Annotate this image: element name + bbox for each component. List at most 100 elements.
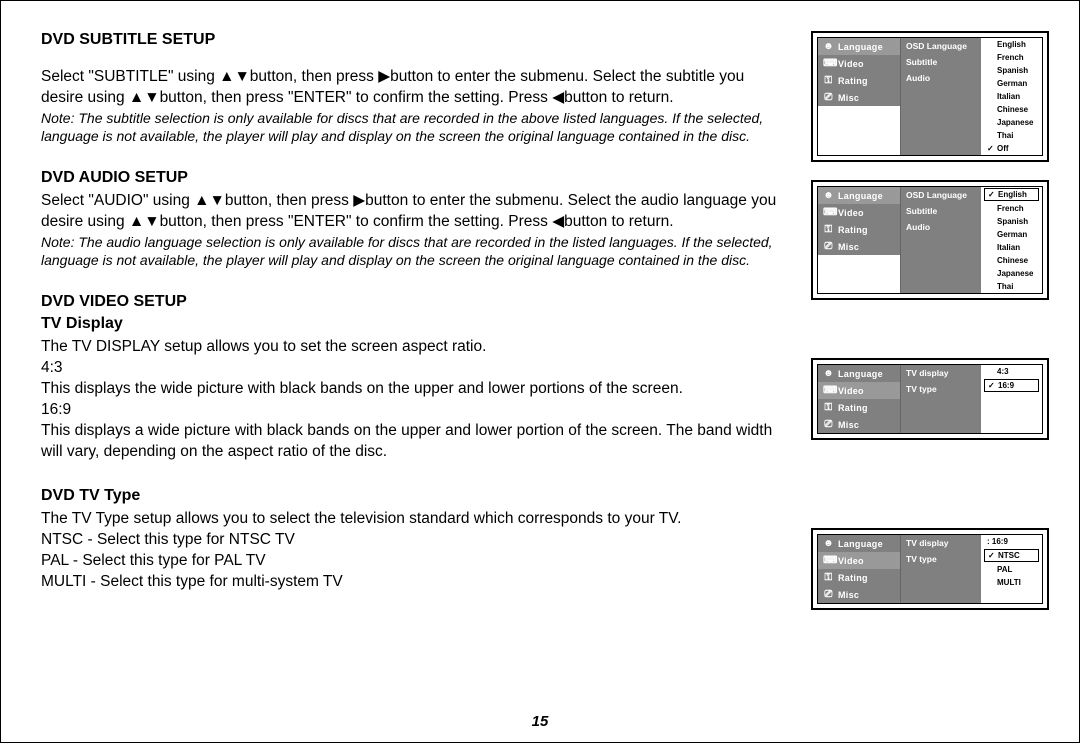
menu-icon: ☻ — [823, 190, 834, 201]
option-label: Italian — [997, 92, 1020, 101]
option-label: French — [997, 53, 1024, 62]
osd-left-item: ⌨Video — [818, 552, 900, 569]
menu-icon: ⎚ — [823, 241, 834, 252]
osd-right-item: English — [981, 38, 1042, 51]
osd-left-item: ⌨ Video — [818, 55, 900, 72]
page-number: 15 — [532, 713, 549, 730]
osd-pad — [818, 255, 900, 293]
heading: DVD SUBTITLE SETUP — [41, 31, 779, 49]
menu-icon: ⎚ — [823, 589, 834, 600]
osd-right-item: 4:3 — [981, 365, 1042, 378]
osd-left-item: ⚿ Rating — [818, 221, 900, 238]
osd-mid-item: TV type — [901, 551, 981, 567]
text-column: DVD SUBTITLE SETUP Select "SUBTITLE" usi… — [41, 31, 799, 722]
osd-pad — [818, 106, 900, 155]
check-icon: ✓ — [987, 144, 995, 153]
heading: DVD AUDIO SETUP — [41, 169, 779, 187]
osd-right-item: ✓16:9 — [984, 379, 1039, 392]
option-label: NTSC — [998, 551, 1020, 560]
option-label: PAL — [997, 565, 1012, 574]
osd-menu-subtitle: ☻Language⌨Video⚿Rating⎚MiscOSD LanguageS… — [811, 31, 1049, 162]
osd-mid-item: Audio — [901, 219, 981, 235]
osd-mid-item: Audio — [901, 70, 981, 86]
menu-icon: ☻ — [823, 538, 834, 549]
osd-right-item: German — [981, 228, 1042, 241]
menu-icon: ⎚ — [823, 92, 834, 103]
option-label: Italian — [997, 243, 1020, 252]
menu-label: Misc — [838, 93, 859, 103]
body-text: The TV DISPLAY setup allows you to set t… — [41, 337, 779, 358]
osd-left-item: ☻ Language — [818, 535, 900, 552]
option-label: Thai — [997, 282, 1013, 291]
osd-left-item: ⎚ Misc — [818, 238, 900, 255]
option-label: French — [997, 204, 1024, 213]
osd-menu-audio: ☻Language⌨Video⚿Rating⎚MiscOSD LanguageS… — [811, 180, 1049, 300]
osd-right-item: French — [981, 202, 1042, 215]
menu-icon: ⚿ — [823, 402, 834, 413]
osd-right-item: Italian — [981, 241, 1042, 254]
option-label: 16:9 — [998, 381, 1014, 390]
osd-left-item: ⎚ Misc — [818, 586, 900, 603]
section-audio: DVD AUDIO SETUP Select "AUDIO" using ▲▼b… — [41, 169, 779, 269]
body-text: This displays the wide picture with blac… — [41, 379, 779, 400]
osd-right-item: Thai — [981, 129, 1042, 142]
option-label: Spanish — [997, 217, 1028, 226]
osd-left-item: ☻Language — [818, 187, 900, 204]
osd-right-item: Thai — [981, 280, 1042, 293]
body-text: 4:3 — [41, 358, 779, 379]
osd-mid-item: OSD Language — [901, 38, 981, 54]
osd-right-item: ✓NTSC — [984, 549, 1039, 562]
menu-label: Language — [838, 369, 883, 379]
osd-right-item: German — [981, 77, 1042, 90]
note-text: Note: The audio language selection is on… — [41, 233, 779, 269]
osd-left-item: ☻Language — [818, 38, 900, 55]
option-label: German — [997, 79, 1027, 88]
manual-page: DVD SUBTITLE SETUP Select "SUBTITLE" usi… — [0, 0, 1080, 743]
osd-right-value: : 16:9 — [981, 535, 1042, 548]
body-text: PAL - Select this type for PAL TV — [41, 551, 779, 572]
option-label: Spanish — [997, 66, 1028, 75]
option-label: Japanese — [997, 118, 1033, 127]
osd-left-item: ⚿ Rating — [818, 399, 900, 416]
osd-right-item: Spanish — [981, 215, 1042, 228]
body-text: NTSC - Select this type for NTSC TV — [41, 530, 779, 551]
menu-icon: ⌨ — [823, 385, 834, 396]
menu-icon: ⌨ — [823, 555, 834, 566]
option-label: English — [998, 190, 1027, 199]
menu-label: Misc — [838, 242, 859, 252]
menu-label: Misc — [838, 590, 859, 600]
menu-label: Misc — [838, 420, 859, 430]
menu-label: Language — [838, 539, 883, 549]
menu-label: Rating — [838, 573, 868, 583]
osd-left-item: ⎚ Misc — [818, 416, 900, 433]
menu-icon: ⚿ — [823, 224, 834, 235]
menu-label: Video — [838, 208, 864, 218]
osd-right-item: ✓English — [984, 188, 1039, 201]
osd-mid-item: TV display — [901, 365, 981, 381]
osd-left-item: ⚿ Rating — [818, 569, 900, 586]
body-text: Select "AUDIO" using ▲▼button, then pres… — [41, 191, 779, 233]
menu-icon: ⌨ — [823, 58, 834, 69]
option-label: Thai — [997, 131, 1013, 140]
menu-icon: ⎚ — [823, 419, 834, 430]
osd-mid-item: OSD Language — [901, 187, 981, 203]
menu-label: Video — [838, 59, 864, 69]
menu-icon: ⚿ — [823, 572, 834, 583]
osd-right-item: Chinese — [981, 103, 1042, 116]
section-subtitle: DVD SUBTITLE SETUP Select "SUBTITLE" usi… — [41, 31, 779, 145]
menu-label: Rating — [838, 403, 868, 413]
section-video: DVD VIDEO SETUP TV Display The TV DISPLA… — [41, 293, 779, 463]
option-label: English — [997, 40, 1026, 49]
osd-right-item: Japanese — [981, 116, 1042, 129]
body-text: 16:9 — [41, 400, 779, 421]
osd-right-item: Spanish — [981, 64, 1042, 77]
menu-label: Rating — [838, 225, 868, 235]
check-icon: ✓ — [988, 381, 996, 390]
menu-label: Video — [838, 386, 864, 396]
osd-right-item: Japanese — [981, 267, 1042, 280]
osd-mid-item: Subtitle — [901, 54, 981, 70]
osd-left-item: ⚿Rating — [818, 72, 900, 89]
option-label: Off — [997, 144, 1009, 153]
option-label: Chinese — [997, 256, 1028, 265]
menu-icon: ☻ — [823, 41, 834, 52]
